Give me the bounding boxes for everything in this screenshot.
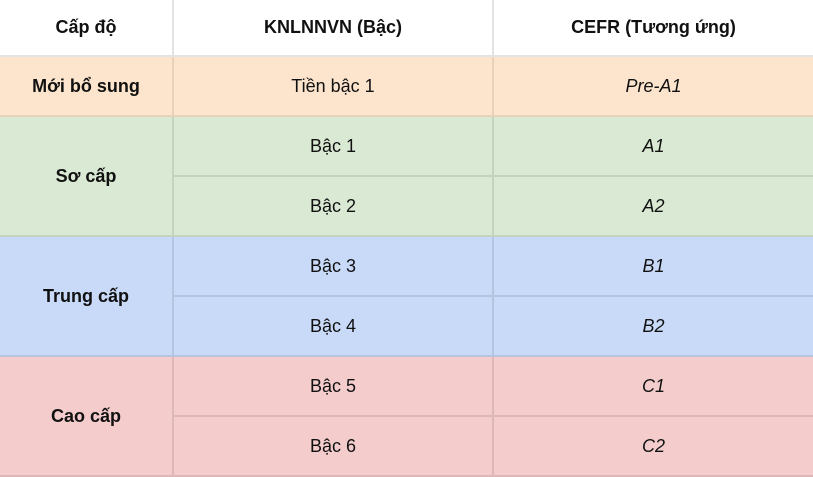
cefr-cell: B2 [492,295,813,357]
knl-cell: Bậc 5 [172,355,494,417]
cefr-cell: A1 [492,115,813,177]
header-row: Cấp độ KNLNNVN (Bậc) CEFR (Tương ứng) [0,0,813,57]
cefr-cell: B1 [492,235,813,297]
table-row: Trung cấp Bậc 3 B1 [0,235,813,357]
cefr-cell: C1 [492,355,813,417]
cefr-cell: A2 [492,175,813,237]
cefr-cell: C2 [492,415,813,477]
level-cell: Sơ cấp [0,115,174,237]
table-row: Sơ cấp Bậc 1 A1 [0,115,813,237]
table-row: Bậc 2 A2 [0,175,813,237]
header-cefr: CEFR (Tương ứng) [492,0,813,57]
level-cell: Cao cấp [0,355,174,477]
knl-cell: Bậc 2 [173,175,494,237]
level-cell: Mới bổ sung [0,55,174,117]
table-row: Mới bổ sung Tiền bậc 1 Pre-A1 [0,55,813,117]
knl-cell: Bậc 6 [173,415,494,477]
table-row: Cao cấp Bậc 5 C1 [0,355,813,477]
header-knlnnvn: KNLNNVN (Bậc) [172,0,494,57]
table-row: Bậc 4 B2 [0,295,813,357]
knl-cell: Bậc 3 [172,235,494,297]
knl-cell: Bậc 4 [173,295,494,357]
knl-cell: Bậc 1 [172,115,494,177]
level-cell: Trung cấp [0,235,174,357]
knl-cell: Tiền bậc 1 [172,55,494,117]
header-level: Cấp độ [0,0,174,57]
cefr-cell: Pre-A1 [492,55,813,117]
